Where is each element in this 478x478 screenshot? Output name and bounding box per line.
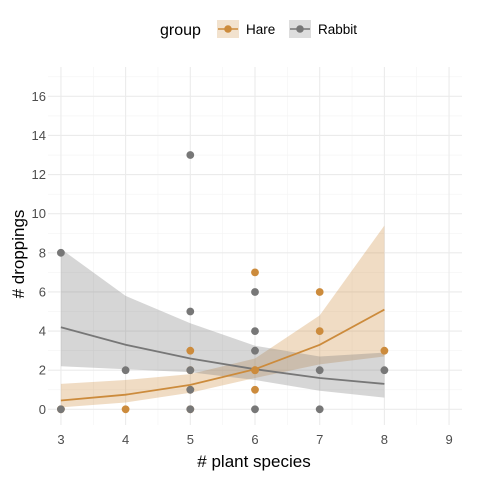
data-point-rabbit — [186, 151, 195, 159]
y-axis-ticks: 0 2 4 6 8 10 12 14 16 — [32, 89, 46, 417]
data-point-rabbit — [315, 405, 324, 414]
y-tick-label: 0 — [39, 402, 46, 417]
data-point-hare — [251, 268, 259, 277]
data-point-rabbit — [186, 366, 195, 375]
x-tick-label: 6 — [251, 432, 258, 447]
data-point-rabbit — [251, 346, 259, 355]
legend-item-rabbit: Rabbit — [289, 20, 357, 38]
y-tick-label: 12 — [32, 167, 46, 182]
data-point-hare — [186, 346, 195, 355]
legend-item-hare: Hare — [217, 20, 275, 38]
y-tick-label: 2 — [39, 363, 46, 378]
x-tick-label: 3 — [57, 432, 64, 447]
data-point-rabbit — [315, 366, 324, 375]
data-point-rabbit — [57, 248, 65, 257]
y-tick-label: 14 — [32, 128, 46, 143]
legend-dot-hare — [224, 25, 232, 33]
data-point-rabbit — [380, 366, 389, 375]
x-tick-label: 4 — [122, 432, 129, 447]
data-point-hare — [380, 346, 389, 355]
y-tick-label: 6 — [39, 284, 46, 299]
data-point-hare — [121, 405, 130, 414]
data-point-hare — [315, 327, 324, 335]
fit-lines — [60, 308, 385, 402]
x-axis-ticks: 3 4 5 6 7 8 9 — [57, 432, 452, 447]
data-point-rabbit — [251, 327, 259, 335]
data-point-rabbit — [251, 288, 259, 296]
y-tick-label: 8 — [39, 245, 46, 260]
data-point-rabbit — [186, 405, 195, 414]
data-point-rabbit — [186, 307, 195, 316]
data-point-rabbit — [251, 405, 259, 414]
y-axis-title: # droppings — [9, 210, 28, 299]
data-point-hare — [251, 385, 259, 394]
legend-dot-rabbit — [296, 25, 304, 33]
confidence-band-rabbit — [60, 248, 385, 398]
data-point-rabbit — [186, 385, 195, 394]
legend-label-hare: Hare — [246, 22, 275, 37]
y-tick-label: 16 — [32, 89, 46, 104]
legend: group Hare Rabbit — [160, 20, 357, 39]
fit-line-hare — [60, 308, 385, 402]
y-tick-label: 10 — [32, 206, 46, 221]
data-point-rabbit — [121, 366, 130, 375]
confidence-bands — [60, 225, 385, 408]
fit-line-rabbit — [60, 326, 385, 385]
x-tick-label: 8 — [381, 432, 388, 447]
x-tick-label: 9 — [445, 432, 452, 447]
legend-label-rabbit: Rabbit — [318, 22, 357, 37]
data-point-rabbit — [57, 405, 65, 414]
x-tick-label: 5 — [187, 432, 194, 447]
y-tick-label: 4 — [39, 324, 46, 339]
x-tick-label: 7 — [316, 432, 323, 447]
confidence-band-hare — [60, 225, 385, 408]
data-points — [57, 151, 389, 414]
data-point-hare — [315, 288, 324, 296]
x-axis-title: # plant species — [197, 452, 310, 471]
legend-title: group — [160, 22, 201, 39]
data-point-hare — [251, 366, 259, 375]
